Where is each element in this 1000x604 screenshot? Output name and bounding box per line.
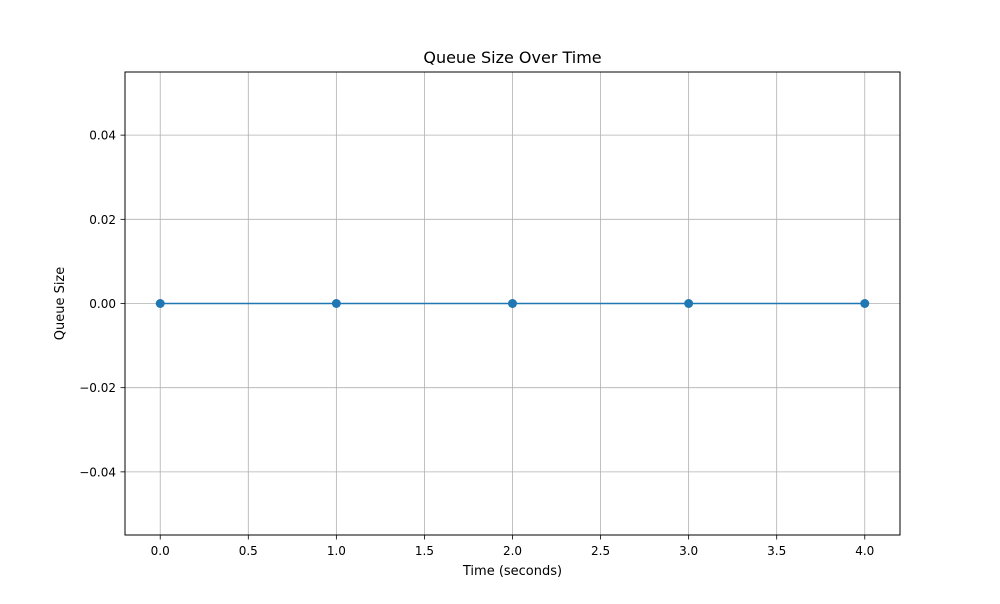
y-tick-label: −0.04 — [79, 465, 116, 479]
x-tick-label: 2.0 — [503, 544, 522, 558]
data-point — [860, 299, 870, 308]
x-tick-label: 0.5 — [239, 544, 258, 558]
x-tick-label: 3.0 — [679, 544, 698, 558]
data-point — [155, 299, 165, 308]
x-tick-label: 0.0 — [151, 544, 170, 558]
x-tick-label: 1.0 — [327, 544, 346, 558]
x-tick-label: 1.5 — [415, 544, 434, 558]
data-point — [331, 299, 341, 308]
y-tick-label: 0.04 — [89, 129, 116, 143]
y-axis-label: Queue Size — [53, 267, 68, 341]
data-point — [684, 299, 694, 308]
y-tick-label: 0.02 — [89, 213, 116, 227]
x-tick-label: 3.5 — [767, 544, 786, 558]
data-point — [508, 299, 517, 308]
x-axis-label: Time (seconds) — [462, 564, 562, 579]
x-tick-label: 2.5 — [591, 544, 610, 558]
y-tick-label: 0.00 — [89, 297, 116, 311]
y-tick-label: −0.02 — [79, 381, 116, 395]
series-layer — [155, 299, 870, 308]
axis-ticks: 0.0 0.5 1.0 1.5 2.0 2.5 3.0 3.5 4.0 −0.04 −0.02 0.0… — [79, 129, 874, 558]
chart-title: Queue Size Over Time — [423, 48, 601, 67]
x-tick-label: 4.0 — [855, 544, 874, 558]
